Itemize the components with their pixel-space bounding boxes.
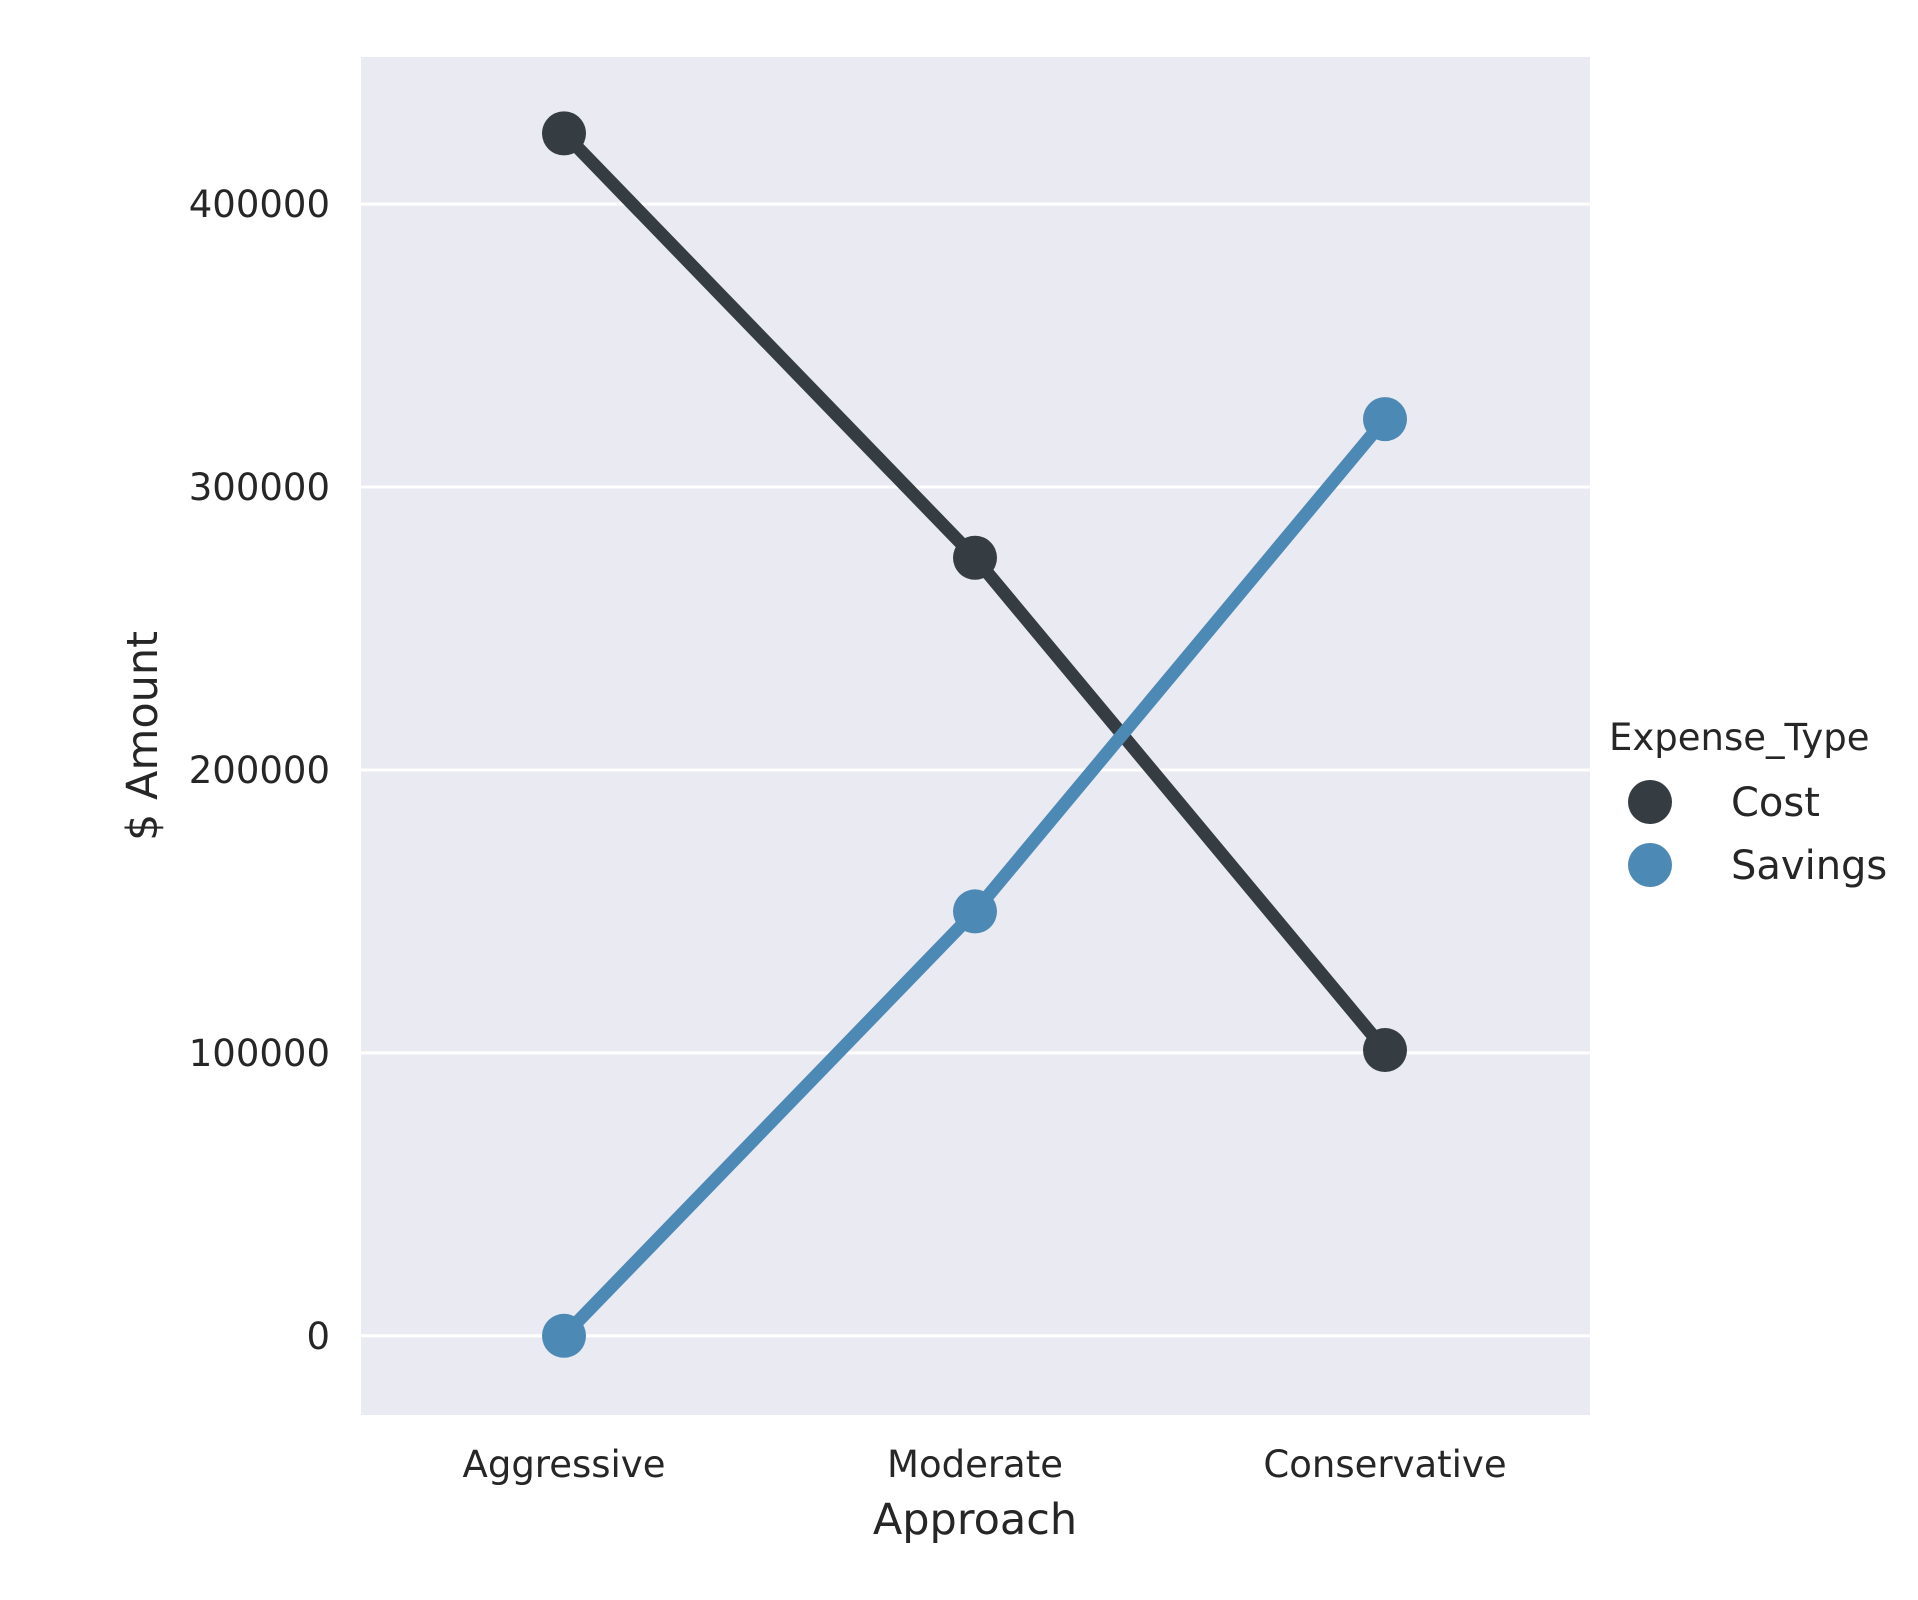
y-axis-ticks: 0 100000 200000 300000 400000 (189, 183, 330, 1358)
data-point (1363, 397, 1407, 442)
series-savings (542, 397, 1407, 1358)
series-group (542, 111, 1407, 1358)
y-tick-label: 200000 (189, 749, 330, 792)
plot-background (361, 57, 1590, 1415)
data-point (1363, 1028, 1407, 1073)
data-point (953, 889, 997, 934)
y-tick-label: 100000 (189, 1032, 330, 1075)
legend-marker (1628, 843, 1672, 887)
y-axis-label: $ Amount (118, 631, 168, 841)
y-tick-label: 400000 (189, 183, 330, 226)
legend: Expense_Type Cost Savings (1609, 716, 1887, 889)
x-tick-label: Aggressive (463, 1443, 666, 1486)
series-cost (542, 111, 1407, 1073)
y-tick-label: 300000 (189, 466, 330, 509)
x-axis-label: Approach (873, 1495, 1077, 1545)
x-axis-ticks: Aggressive Moderate Conservative (463, 1443, 1507, 1486)
y-tick-label: 0 (306, 1315, 330, 1358)
legend-title: Expense_Type (1609, 716, 1870, 759)
data-point (542, 1313, 586, 1358)
legend-label: Cost (1731, 780, 1820, 826)
legend-label: Savings (1731, 843, 1887, 889)
x-tick-label: Moderate (887, 1443, 1063, 1486)
legend-marker (1628, 780, 1672, 824)
data-point (953, 535, 997, 580)
x-tick-label: Conservative (1263, 1443, 1506, 1486)
data-point (542, 111, 586, 156)
